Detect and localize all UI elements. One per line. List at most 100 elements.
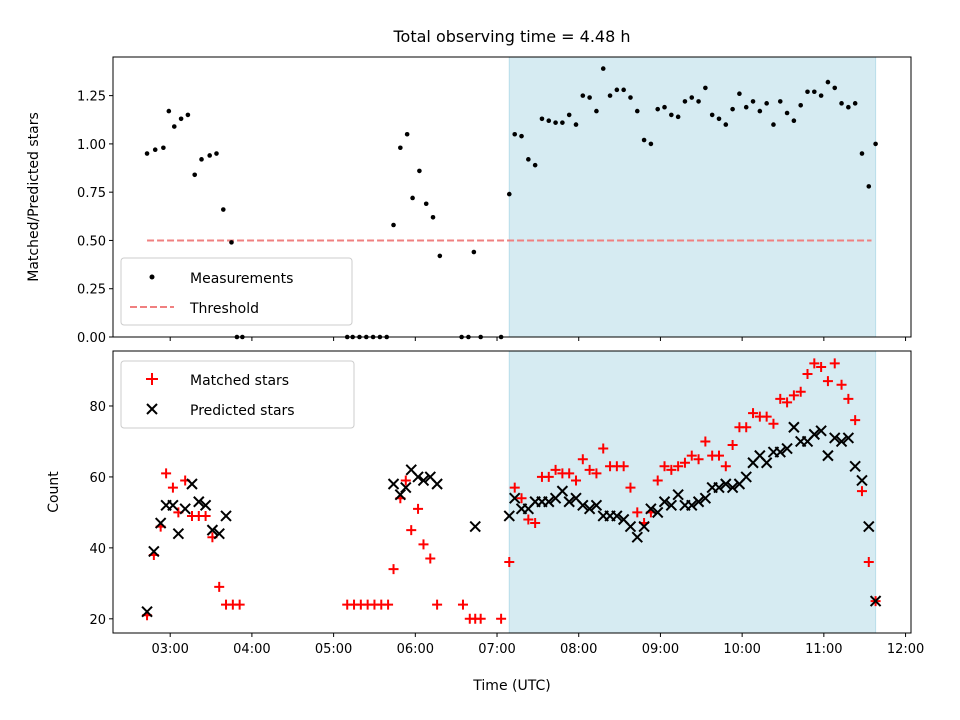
matched-star-point: [475, 613, 486, 624]
matched-star-point: [741, 422, 752, 433]
matched-star-point: [863, 557, 874, 568]
predicted-star-point: [509, 492, 521, 504]
measurement-point: [391, 222, 396, 228]
matched-star-point: [418, 539, 429, 550]
matched-star-point: [200, 510, 211, 521]
matched-star-point: [625, 482, 636, 493]
matched-star-point: [822, 376, 833, 387]
legend-matched-marker: [146, 373, 158, 385]
matched-star-point: [829, 358, 840, 369]
matched-star-point: [720, 461, 731, 472]
predicted-star-point: [726, 481, 739, 494]
measurement-point: [655, 106, 661, 112]
predicted-star-point: [774, 446, 786, 458]
measurement-point: [532, 162, 538, 168]
measurement-point: [185, 112, 191, 118]
matched-star-point: [659, 461, 670, 472]
bottom-axes-frame: [112, 350, 912, 634]
matched-star-point: [383, 599, 394, 610]
matched-star-point: [584, 464, 595, 475]
matched-star-point: [425, 553, 436, 564]
predicted-star-point: [394, 488, 407, 501]
predicted-star-point: [788, 421, 800, 433]
predicted-star-point: [543, 496, 555, 508]
top-axes-frame: [112, 56, 912, 338]
measurement-point: [229, 240, 234, 245]
bot-ytick-label: 80: [89, 400, 106, 415]
measurement-point: [703, 85, 708, 91]
predicted-star-point: [829, 432, 841, 444]
measurement-point: [866, 184, 872, 189]
predicted-star-point: [815, 425, 827, 437]
predicted-star-point: [699, 492, 712, 504]
matched-star-point: [795, 386, 806, 397]
legend-predicted-marker: [146, 403, 158, 415]
measurement-point: [771, 122, 776, 127]
predicted-star-point: [686, 499, 698, 512]
measurement-point: [423, 201, 429, 207]
matched-star-point: [161, 468, 172, 479]
measurement-point: [404, 131, 410, 137]
measurement-point: [506, 191, 512, 197]
matched-star-point: [406, 525, 417, 536]
matched-star-point: [673, 461, 684, 472]
matched-star-point: [509, 482, 520, 493]
top-ytick-label: 1.25: [77, 90, 106, 105]
measurement-point: [166, 108, 172, 114]
measurement-point: [221, 207, 226, 212]
predicted-star-point: [186, 478, 198, 490]
measurement-point: [628, 95, 633, 100]
predicted-star-point: [590, 499, 603, 512]
predicted-star-point: [154, 517, 167, 529]
xtick-label: 08:00: [560, 642, 597, 657]
legend-matched-label: Matched stars: [190, 373, 289, 389]
bottom-axes: 03:00 04:00 05:00 06:00 07:00 08:00 09:00 10:00…: [46, 350, 924, 694]
matched-star-point: [713, 450, 724, 461]
matched-star-point: [234, 599, 245, 610]
predicted-star-point: [193, 496, 205, 508]
predicted-star-point: [563, 496, 575, 508]
predicted-star-point: [713, 481, 725, 494]
predicted-star-point: [863, 520, 875, 533]
measurement-point: [859, 151, 865, 156]
matched-star-point: [652, 475, 663, 486]
measurement-point: [812, 89, 817, 95]
matched-star-point: [543, 471, 554, 482]
measurement-point: [553, 120, 558, 125]
matched-star-point: [850, 415, 861, 426]
measurement-point: [669, 112, 674, 118]
measurement-point: [839, 101, 844, 106]
top-ytick-label: 1.00: [77, 138, 106, 153]
measurement-point: [784, 110, 790, 116]
measurement-point: [737, 91, 742, 96]
xtick-label: 09:00: [642, 642, 679, 657]
matched-star-point: [167, 482, 178, 493]
measurement-point: [519, 133, 524, 139]
predicted-star-point: [220, 510, 232, 522]
matched-star-point: [530, 518, 541, 529]
predicted-star-point: [206, 524, 219, 536]
xtick-label: 04:00: [233, 642, 270, 657]
bottom-xlabel: Time (UTC): [472, 678, 550, 694]
predicted-star-point: [638, 520, 650, 533]
xtick-label: 11:00: [805, 642, 842, 657]
measurement-point: [152, 147, 158, 152]
matched-star-point: [214, 581, 225, 592]
predicted-star-point: [720, 478, 732, 490]
measurement-point: [214, 151, 219, 156]
predicted-star-point: [665, 499, 678, 512]
matched-star-point: [836, 379, 847, 390]
matched-star-point: [679, 457, 690, 468]
bottom-legend-box: [120, 360, 355, 429]
measurement-point: [696, 99, 701, 104]
top-ytick-label: 0.50: [77, 234, 106, 249]
measurement-point: [675, 114, 681, 120]
predicted-star-point: [842, 432, 855, 444]
measurement-point: [634, 108, 640, 114]
measurement-point: [161, 145, 166, 151]
measurement-point: [757, 108, 763, 114]
predicted-star-point: [469, 520, 481, 533]
bottom-shaded-span: [508, 350, 877, 634]
predicted-star-point: [658, 496, 671, 508]
